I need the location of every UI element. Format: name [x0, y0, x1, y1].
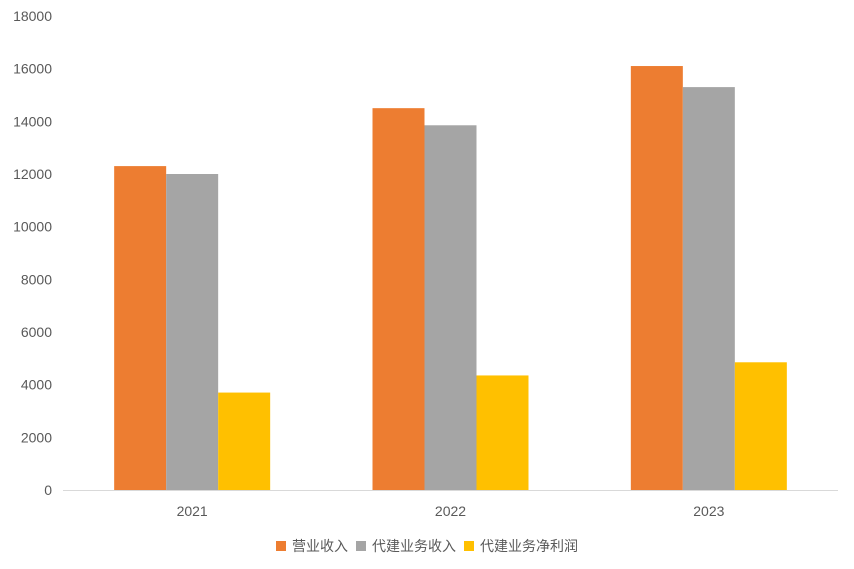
legend-swatch: [464, 541, 474, 551]
legend-swatch: [276, 541, 286, 551]
legend-item: 营业收入: [276, 539, 348, 555]
legend-item: 代建业务收入: [356, 539, 456, 555]
y-tick-label: 16000: [13, 61, 52, 77]
legend-label: 营业收入: [292, 539, 348, 555]
y-tick-label: 0: [44, 482, 52, 498]
bar-2022-series-2: [476, 375, 529, 490]
bar-2023-series-2: [734, 362, 787, 490]
y-tick-label: 10000: [13, 219, 52, 235]
bar-2022-series-0: [372, 108, 425, 491]
y-tick-label: 14000: [13, 113, 52, 129]
legend: 营业收入 代建业务收入 代建业务净利润: [276, 539, 578, 555]
x-tick-label: 2023: [693, 503, 724, 519]
y-tick-label: 12000: [13, 166, 52, 182]
y-tick-label: 2000: [21, 429, 52, 445]
bar-2021-series-0: [114, 166, 167, 490]
x-axis-tick-labels: 2021 2022 2023: [177, 503, 725, 519]
bar-2022-series-1: [424, 125, 477, 491]
legend-label: 代建业务收入: [372, 539, 456, 555]
y-tick-label: 4000: [21, 377, 52, 393]
y-tick-label: 6000: [21, 324, 52, 340]
bar-2023-series-1: [682, 87, 735, 490]
bar-2021-series-2: [218, 392, 271, 490]
legend-item: 代建业务净利润: [464, 539, 578, 555]
bar-2023-series-0: [630, 66, 683, 491]
x-tick-label: 2022: [435, 503, 466, 519]
x-tick-label: 2021: [177, 503, 208, 519]
legend-label: 代建业务净利润: [480, 539, 578, 555]
y-axis-tick-labels: 0 2000 4000 6000 8000 10000 12000 14000 16000 180…: [13, 8, 52, 498]
y-tick-label: 18000: [13, 8, 52, 24]
bars: [114, 66, 787, 491]
legend-swatch: [356, 541, 366, 551]
bar-2021-series-1: [166, 174, 219, 490]
y-tick-label: 8000: [21, 271, 52, 287]
